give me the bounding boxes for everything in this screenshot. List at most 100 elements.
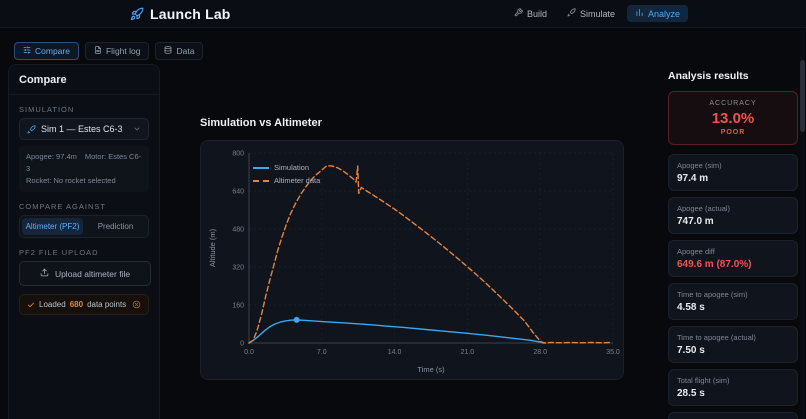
svg-text:160: 160 [232, 303, 244, 310]
pf2-upload-label: PF2 FILE UPLOAD [19, 248, 99, 257]
sliders-icon [23, 46, 31, 56]
legend-altimeter-label: Altimeter data [274, 176, 321, 185]
altimeter-line-sample [253, 179, 269, 182]
rocket-mini-icon [27, 124, 36, 134]
tab-data[interactable]: Data [155, 42, 204, 60]
segment-prediction-button[interactable]: Prediction [85, 218, 146, 235]
sim-info-apogee: Apogee: 97.4m [26, 152, 77, 161]
rocket-icon [130, 7, 144, 21]
stat-value: 649.6 m (87.0%) [677, 259, 752, 270]
svg-text:Time (s): Time (s) [417, 365, 445, 374]
nav-build-button[interactable]: Build [506, 5, 555, 22]
scrollbar-track [800, 30, 805, 419]
nav-analyze-label: Analyze [647, 8, 680, 19]
chart-title: Simulation vs Altimeter [200, 117, 322, 129]
stat-value: 28.5 s [677, 388, 705, 399]
rocket-small-icon [567, 8, 576, 19]
view-tabs: Compare Flight log Data [14, 42, 204, 60]
svg-text:21.0: 21.0 [461, 349, 475, 356]
nav-simulate-button[interactable]: Simulate [559, 5, 623, 22]
stat-value: 97.4 m [677, 173, 709, 184]
sidebar-title: Compare [9, 65, 159, 95]
simulation-section-label: SIMULATION [19, 105, 75, 114]
stat-label: Apogee (sim) [677, 161, 722, 170]
legend-altimeter: Altimeter data [253, 176, 320, 185]
chart-legend: Simulation Altimeter data [253, 163, 320, 185]
clear-data-icon[interactable] [132, 300, 141, 309]
svg-text:Altitude (m): Altitude (m) [208, 228, 217, 267]
chevron-down-icon [133, 125, 141, 133]
svg-text:480: 480 [232, 227, 244, 234]
compare-against-label: COMPARE AGAINST [19, 202, 106, 211]
results-title: Analysis results [668, 70, 749, 82]
simulation-select[interactable]: Sim 1 — Estes C6-3 [19, 118, 149, 140]
stat-label: Apogee (actual) [677, 204, 730, 213]
database-icon [164, 46, 172, 56]
upload-button-label: Upload altimeter file [54, 268, 131, 279]
stat-apogee-sim: Apogee (sim) 97.4 m [668, 154, 798, 191]
tab-flight-log-label: Flight log [105, 46, 141, 56]
stat-apogee-actual: Apogee (actual) 747.0 m [668, 197, 798, 234]
brand: Launch Lab [130, 6, 231, 22]
nav-build-label: Build [526, 8, 547, 19]
sim-info-rocket: Rocket: No rocket selected [26, 176, 116, 185]
document-icon [94, 46, 102, 56]
stat-label: Time to apogee (sim) [677, 290, 748, 299]
top-bar: Launch Lab Build Simulate Analyze [0, 0, 806, 28]
svg-text:35.0: 35.0 [606, 349, 620, 356]
simulation-info-card: Apogee: 97.4m Motor: Estes C6-3 Rocket: N… [19, 146, 149, 192]
compare-sidebar: Compare SIMULATION Sim 1 — Estes C6-3 Ap… [8, 64, 160, 419]
chart-panel: 0 160 320 480 640 800 0.0 7.0 14.0 21.0 28.0 35.0 Al… [200, 140, 624, 380]
legend-simulation: Simulation [253, 163, 320, 172]
tab-data-label: Data [176, 46, 195, 56]
stat-apogee-diff: Apogee diff 649.6 m (87.0%) [668, 240, 798, 277]
svg-text:14.0: 14.0 [388, 349, 402, 356]
tab-compare[interactable]: Compare [14, 42, 79, 60]
check-icon [27, 301, 35, 309]
accuracy-value: 13.0% [711, 110, 755, 127]
svg-text:640: 640 [232, 189, 244, 196]
svg-text:0: 0 [240, 341, 244, 348]
loaded-data-status: Loaded 680 data points [19, 294, 149, 315]
accuracy-label: ACCURACY [709, 100, 757, 107]
stat-time-apogee-sim: Time to apogee (sim) 4.58 s [668, 283, 798, 320]
svg-text:320: 320 [232, 265, 244, 272]
altitude-chart: 0 160 320 480 640 800 0.0 7.0 14.0 21.0 28.0 35.0 Al… [208, 151, 620, 375]
upload-altimeter-file-button[interactable]: Upload altimeter file [19, 261, 151, 286]
simulation-select-value: Sim 1 — Estes C6-3 [41, 124, 123, 134]
bar-chart-icon [635, 8, 644, 19]
simulation-line-sample [253, 166, 269, 169]
svg-text:28.0: 28.0 [533, 349, 547, 356]
app-title: Launch Lab [150, 5, 231, 22]
nav-simulate-label: Simulate [579, 8, 615, 19]
stat-label: Total flight (sim) [677, 376, 730, 385]
compare-against-segmented: Altimeter (PF2) Prediction [19, 215, 149, 238]
tab-flight-log[interactable]: Flight log [84, 42, 150, 60]
loaded-prefix: Loaded [39, 300, 66, 309]
svg-text:7.0: 7.0 [317, 349, 327, 356]
upload-icon [40, 268, 49, 279]
stat-label: Apogee diff [677, 247, 715, 256]
stat-value: 7.50 s [677, 345, 705, 356]
stat-value: 4.58 s [677, 302, 705, 313]
accuracy-rating: POOR [720, 129, 746, 136]
svg-text:800: 800 [232, 151, 244, 158]
nav-analyze-button[interactable]: Analyze [626, 5, 688, 22]
stat-label: Time to apogee (actual) [677, 333, 756, 342]
top-nav: Build Simulate Analyze [506, 5, 688, 22]
stat-total-flight-sim: Total flight (sim) 28.5 s [668, 369, 798, 406]
stat-time-apogee-actual: Time to apogee (actual) 7.50 s [668, 326, 798, 363]
loaded-count: 680 [69, 300, 84, 309]
segment-altimeter-button[interactable]: Altimeter (PF2) [22, 218, 83, 235]
sim-info-motor: Motor: Estes C6-3 [26, 152, 142, 173]
legend-simulation-label: Simulation [274, 163, 310, 172]
stat-total-flight-actual: Total flight (actual) 34.0 s [668, 412, 798, 419]
tab-compare-label: Compare [35, 46, 70, 56]
svg-text:0.0: 0.0 [244, 349, 254, 356]
loaded-suffix: data points [87, 300, 127, 309]
scrollbar-thumb[interactable] [800, 60, 805, 132]
accuracy-card: ACCURACY 13.0% POOR [668, 91, 798, 145]
wrench-icon [514, 8, 523, 19]
stat-value: 747.0 m [677, 216, 714, 227]
